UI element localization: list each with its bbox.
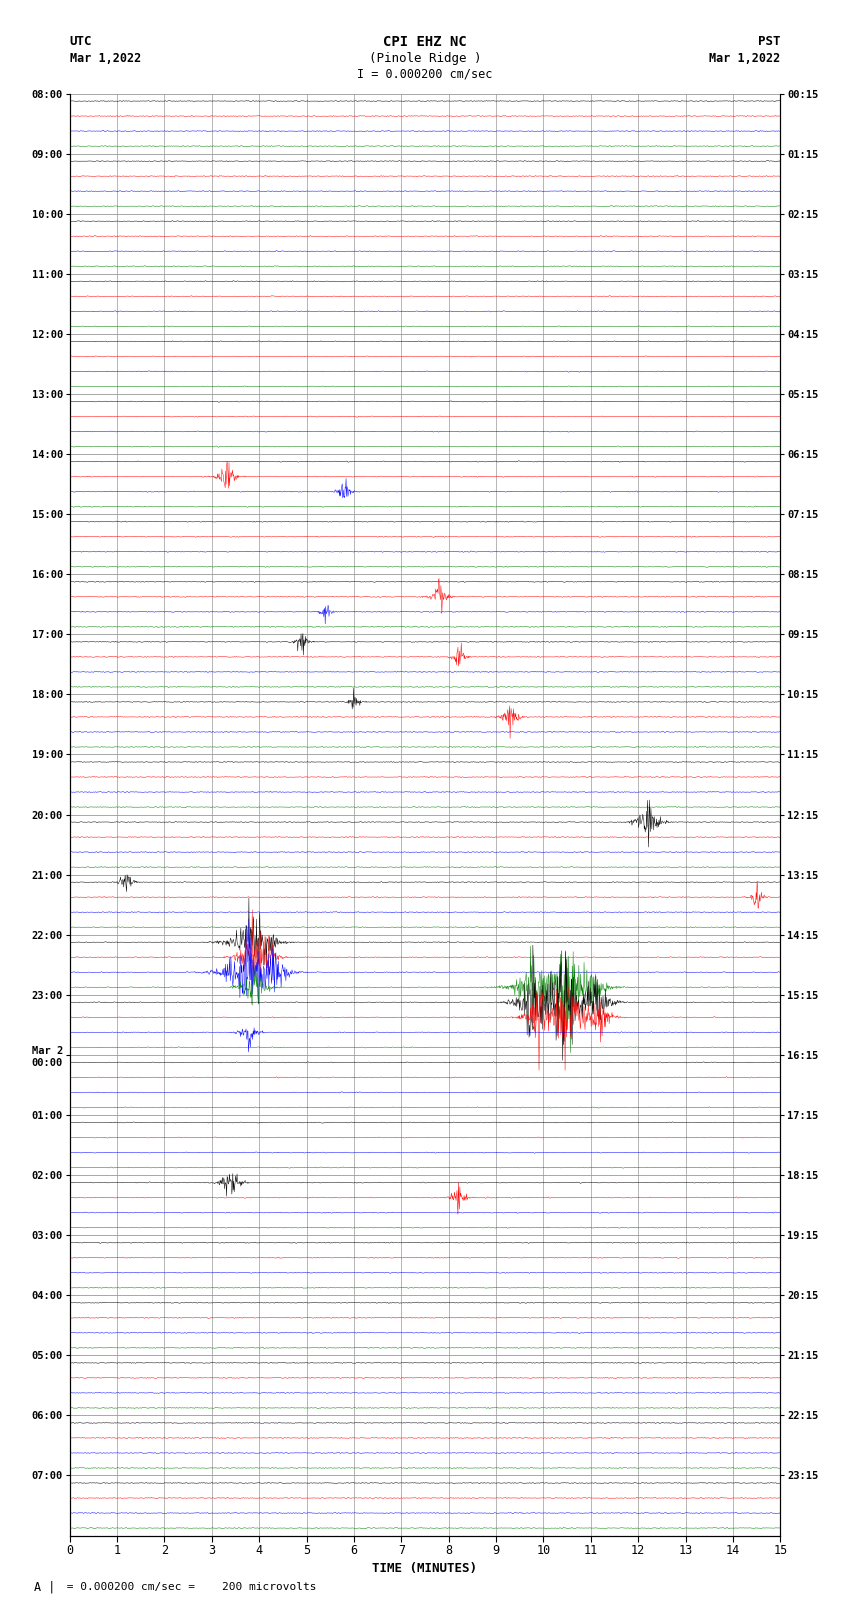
Text: CPI EHZ NC: CPI EHZ NC (383, 35, 467, 48)
Text: = 0.000200 cm/sec =    200 microvolts: = 0.000200 cm/sec = 200 microvolts (60, 1582, 316, 1592)
X-axis label: TIME (MINUTES): TIME (MINUTES) (372, 1563, 478, 1576)
Text: (Pinole Ridge ): (Pinole Ridge ) (369, 52, 481, 65)
Text: PST: PST (758, 35, 780, 48)
Text: A |: A | (34, 1581, 55, 1594)
Text: I = 0.000200 cm/sec: I = 0.000200 cm/sec (357, 68, 493, 81)
Text: UTC: UTC (70, 35, 92, 48)
Text: Mar 1,2022: Mar 1,2022 (70, 52, 141, 65)
Text: Mar 1,2022: Mar 1,2022 (709, 52, 780, 65)
